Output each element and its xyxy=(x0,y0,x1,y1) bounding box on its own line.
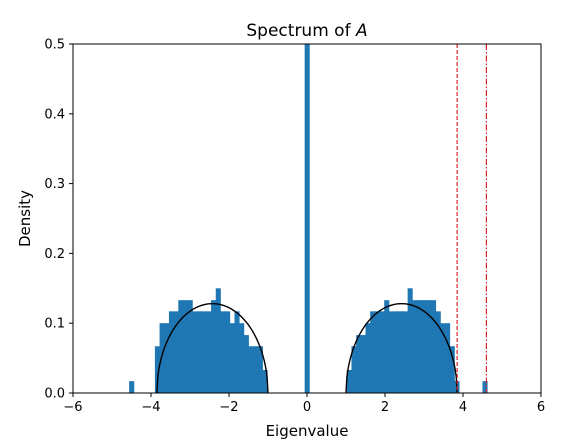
histogram-bar xyxy=(168,311,175,393)
histogram-bar xyxy=(346,369,352,393)
x-tick-label: 6 xyxy=(537,400,545,415)
histogram-bar xyxy=(164,323,170,393)
histogram-bar xyxy=(225,311,231,393)
histogram-bar xyxy=(248,346,254,393)
histogram-bar xyxy=(393,311,399,393)
density-curve xyxy=(345,302,458,394)
histogram-bar xyxy=(201,311,207,393)
histogram-bar xyxy=(435,311,441,393)
histogram-bar xyxy=(360,335,366,393)
histogram-bar xyxy=(388,311,394,393)
histogram-bar xyxy=(262,369,268,393)
histogram-bar xyxy=(211,300,217,393)
x-axis-label: Eigenvalue xyxy=(266,422,349,440)
x-tick-label: 2 xyxy=(381,400,389,415)
histogram-bar xyxy=(370,311,376,393)
y-tick-label: 0.2 xyxy=(44,247,65,262)
y-tick-label: 0.3 xyxy=(44,177,65,192)
x-tick-label: −4 xyxy=(141,400,160,415)
y-tick-label: 0.1 xyxy=(44,317,65,332)
histogram-bar xyxy=(440,323,446,393)
y-tick-label: 0.4 xyxy=(44,107,65,122)
x-tick-label: −6 xyxy=(63,400,82,415)
histogram-bar xyxy=(192,311,198,393)
x-tick-label: 0 xyxy=(303,400,311,415)
histogram-bar xyxy=(374,311,380,393)
x-tick-label: −2 xyxy=(219,400,238,415)
threshold-lines xyxy=(456,44,487,393)
histogram-bar xyxy=(412,300,418,393)
density-curve xyxy=(156,302,269,394)
histogram-bar xyxy=(229,323,235,393)
histogram-bars xyxy=(129,44,488,393)
histogram-bar xyxy=(407,288,413,393)
histogram-bar xyxy=(182,300,189,393)
histogram-bar xyxy=(379,311,385,393)
y-axis-label: Density xyxy=(16,190,34,247)
chart-title-symbol: A xyxy=(355,21,368,41)
histogram-bar xyxy=(398,311,404,393)
y-axis-ticks: 0.0 0.1 0.2 0.3 0.4 0.5 xyxy=(44,38,73,402)
histogram-bar xyxy=(426,300,432,393)
histogram-bar xyxy=(253,346,259,393)
histogram-bar xyxy=(421,300,427,393)
histogram-bar xyxy=(154,346,160,393)
x-tick-label: 4 xyxy=(459,400,467,415)
histogram-bar xyxy=(257,346,263,393)
histogram-bar xyxy=(159,323,165,393)
histogram-bar xyxy=(445,323,451,393)
histogram-bar xyxy=(431,300,437,393)
y-tick-label: 0.5 xyxy=(44,38,65,53)
histogram-bar xyxy=(234,311,240,393)
chart-title-text: Spectrum of xyxy=(246,21,356,41)
histogram-bar xyxy=(239,323,245,393)
histogram-bar xyxy=(215,288,221,393)
histogram-bar xyxy=(129,381,135,393)
histogram-bar xyxy=(351,346,357,393)
histogram-bar xyxy=(304,44,310,393)
density-curves xyxy=(156,302,458,394)
histogram-bar xyxy=(220,311,226,393)
histogram-bar xyxy=(449,346,455,393)
histogram-bar xyxy=(384,300,390,393)
x-axis-ticks: −6 −4 −2 0 2 4 6 xyxy=(63,393,545,415)
y-tick-label: 0.0 xyxy=(44,387,65,402)
histogram-bar xyxy=(178,300,184,393)
histogram-bar xyxy=(365,323,371,393)
histogram-bar xyxy=(197,311,203,393)
histogram-bar xyxy=(402,311,409,393)
histogram-bar xyxy=(187,300,193,393)
histogram-bar xyxy=(482,381,488,393)
histogram-bar xyxy=(206,311,212,393)
histogram-bar xyxy=(173,311,179,393)
histogram-bar xyxy=(356,335,362,393)
histogram-bar xyxy=(243,335,249,393)
chart-title: Spectrum of A xyxy=(246,21,367,41)
histogram-bar xyxy=(416,300,423,393)
